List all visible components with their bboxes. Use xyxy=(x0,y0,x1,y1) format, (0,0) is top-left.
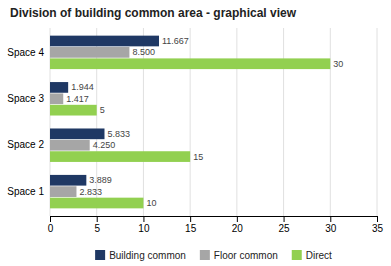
data-label: 5 xyxy=(100,105,105,115)
bar xyxy=(50,151,190,162)
legend-label: Direct xyxy=(306,250,332,261)
legend-label: Floor common xyxy=(214,250,278,261)
grid xyxy=(50,28,377,216)
x-tick-label: 0 xyxy=(48,223,54,234)
x-tick-mark xyxy=(50,216,51,222)
series xyxy=(50,47,129,197)
chart: Division of building common area - graph… xyxy=(0,0,391,266)
bar xyxy=(50,47,129,58)
y-tick-label: Space 2 xyxy=(7,139,44,150)
bar xyxy=(50,82,68,93)
bar xyxy=(50,186,76,197)
data-label: 11.667 xyxy=(162,36,189,46)
data-label: 10 xyxy=(146,198,156,208)
y-tick: Space 2 xyxy=(7,139,44,150)
data-labels: 3.889 5.833 1.944 11.667 2.833 4.250 1.417 8.50… xyxy=(66,36,343,208)
x-axis-line xyxy=(51,217,378,223)
bar xyxy=(50,58,330,69)
title: Division of building common area - graph… xyxy=(10,6,297,20)
bar xyxy=(50,128,104,139)
data-label: 2.833 xyxy=(79,187,102,197)
legend-swatch xyxy=(200,250,210,260)
data-label: 30 xyxy=(333,59,343,69)
series xyxy=(50,36,159,186)
bar xyxy=(50,140,90,151)
x-tick-mark xyxy=(284,216,285,222)
grid-line xyxy=(330,28,331,216)
legend-item: Floor common xyxy=(200,250,278,261)
legend-swatch xyxy=(95,250,105,260)
x-tick-mark xyxy=(97,216,98,222)
data-label: 15 xyxy=(193,152,203,162)
x-tick-label: 30 xyxy=(325,223,337,234)
x-tick-mark xyxy=(330,216,331,222)
grid-line xyxy=(283,28,284,216)
data-label: 5.833 xyxy=(107,129,130,139)
legend-swatch xyxy=(292,250,302,260)
y-tick-label: Space 3 xyxy=(7,93,44,104)
grid-line xyxy=(236,28,237,216)
x-tick-mark xyxy=(143,216,144,222)
series xyxy=(50,58,330,208)
x-tick: 35 xyxy=(372,216,384,234)
x-tick-label: 15 xyxy=(185,223,197,234)
data-label: 1.417 xyxy=(66,94,89,104)
y-axis: Space 1 Space 2 Space 3 Space 4 xyxy=(7,47,44,197)
data-label: 8.500 xyxy=(132,47,155,57)
legend-label: Building common xyxy=(109,250,186,261)
x-tick-mark xyxy=(377,216,378,222)
y-tick-label: Space 1 xyxy=(7,186,44,197)
bar xyxy=(50,36,159,47)
plot: 05101520253035Space 1Space 2Space 3Space… xyxy=(7,28,383,234)
grid-line xyxy=(190,28,191,216)
legend-item: Direct xyxy=(292,250,332,261)
legend-item: Building common xyxy=(95,250,186,261)
x-axis: 0 5 10 15 20 25 30 35 xyxy=(48,216,384,234)
y-tick: Space 1 xyxy=(7,186,44,197)
x-tick: 20 xyxy=(232,216,244,234)
x-tick: 25 xyxy=(279,216,291,234)
bar xyxy=(50,93,63,104)
bar xyxy=(50,105,97,116)
x-tick-label: 35 xyxy=(372,223,384,234)
x-tick-label: 10 xyxy=(138,223,150,234)
x-tick-mark xyxy=(190,216,191,222)
x-tick: 5 xyxy=(94,216,100,234)
x-tick-label: 20 xyxy=(232,223,244,234)
bar xyxy=(50,198,143,209)
data-label: 1.944 xyxy=(71,82,94,92)
y-tick: Space 3 xyxy=(7,93,44,104)
data-label: 3.889 xyxy=(89,175,112,185)
x-tick: 0 xyxy=(48,216,54,234)
grid-line xyxy=(377,28,378,216)
bar xyxy=(50,175,86,186)
data-label: 4.250 xyxy=(93,140,116,150)
legend: Building common Floor common Direct xyxy=(95,250,332,261)
x-tick-label: 25 xyxy=(279,223,291,234)
y-tick: Space 4 xyxy=(7,47,44,58)
x-tick-mark xyxy=(237,216,238,222)
x-tick: 30 xyxy=(325,216,337,234)
bars xyxy=(50,36,330,209)
x-tick: 15 xyxy=(185,216,197,234)
x-tick-label: 5 xyxy=(94,223,100,234)
y-tick-label: Space 4 xyxy=(7,47,44,58)
x-tick: 10 xyxy=(138,216,150,234)
